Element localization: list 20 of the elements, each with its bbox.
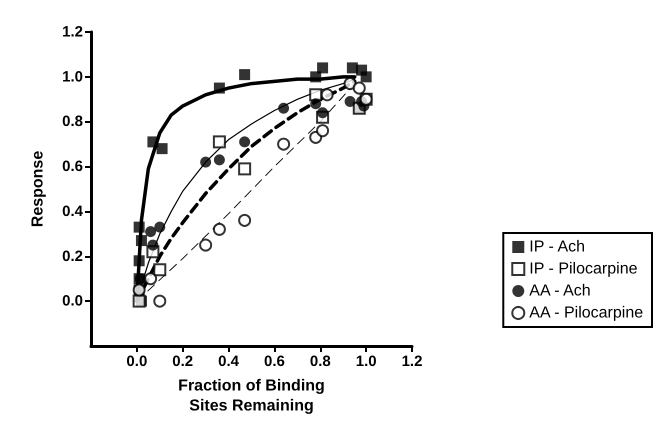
legend-label: IP - Pilocarpine [529,260,638,278]
x-tick-label: 0.2 [172,353,194,370]
y-tick-label: 1.2 [62,24,83,40]
y-tick-label: 0.6 [62,158,83,176]
y-tick-label: 1.0 [62,68,83,86]
y-tick-label: 0.0 [62,292,83,310]
legend-label: AA - Ach [529,282,591,300]
x-tick-label: 1.0 [356,353,377,370]
y-tick-label: 0.4 [62,202,84,220]
y-axis-title: Response [30,150,46,228]
x-axis-title: Fraction of Binding Sites Remaining [178,378,325,414]
x-tick-label: 0.8 [310,353,331,370]
legend-label: IP - Ach [529,238,586,256]
x-tick-label: 0.6 [264,353,285,370]
y-tick-label: 0.2 [62,248,83,265]
x-tick-label: 0.4 [218,353,240,370]
y-tick-label: 0.8 [62,113,83,130]
x-tick-label: 0.0 [126,353,148,370]
x-tick-label: 1.2 [402,353,422,370]
legend-label: AA - Pilocarpine [529,304,644,322]
